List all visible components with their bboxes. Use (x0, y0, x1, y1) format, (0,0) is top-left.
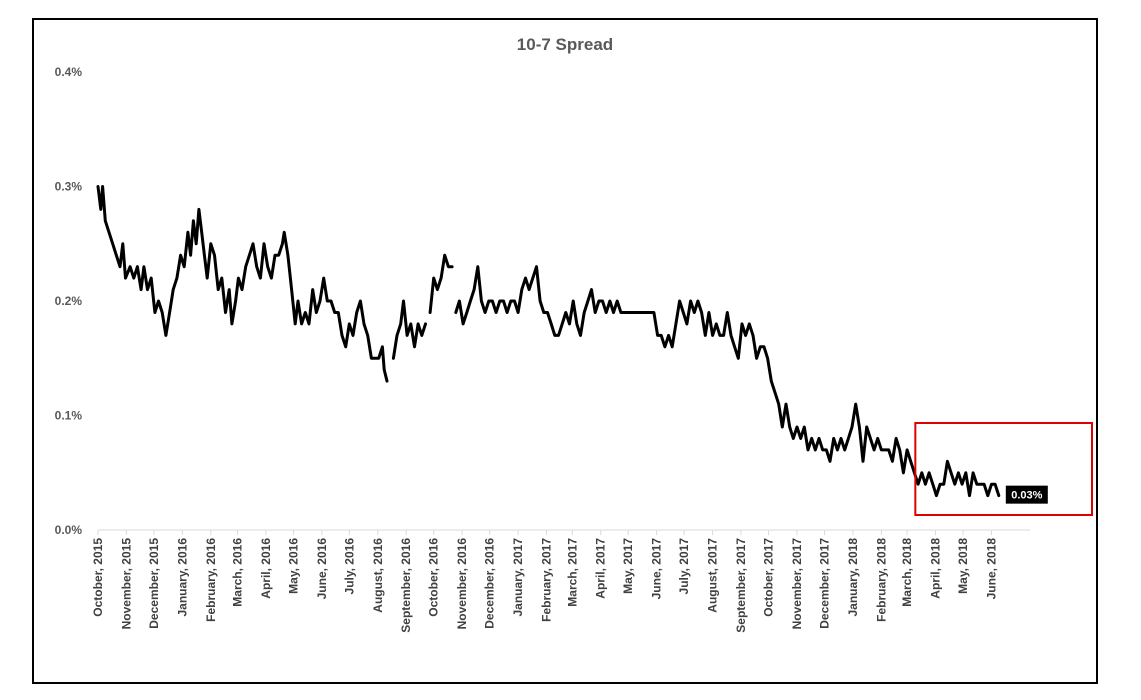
x-tick-label: February, 2017 (540, 538, 554, 622)
x-tick-label: November, 2015 (119, 538, 133, 630)
x-tick-label: August, 2016 (371, 538, 385, 613)
x-tick-label: November, 2016 (455, 538, 469, 630)
x-tick-label: October, 2016 (427, 538, 441, 617)
series-line (454, 265, 1001, 498)
x-tick-label: May, 2016 (286, 538, 300, 594)
line-chart: 10-7 Spread 0.0% 0.1% 0.2% 0.3% 0.4% October… (55, 35, 1094, 633)
chart-frame: 10-7 Spread 0.0% 0.1% 0.2% 0.3% 0.4% October… (32, 18, 1098, 684)
x-tick-label: June, 2017 (650, 538, 664, 600)
x-tick-label: January, 2018 (846, 538, 860, 617)
series-10-7-spread (96, 185, 1001, 498)
y-axis: 0.0% 0.1% 0.2% 0.3% 0.4% (55, 65, 83, 537)
x-tick-label: November, 2017 (790, 538, 804, 630)
x-tick-label: March, 2016 (230, 538, 244, 607)
x-tick-label: April, 2016 (259, 538, 273, 599)
x-tick-label: September, 2016 (399, 538, 413, 633)
y-tick-label: 0.3% (55, 180, 83, 194)
y-tick-label: 0.2% (55, 294, 83, 308)
x-tick-label: June, 2016 (315, 538, 329, 600)
x-tick-label: April, 2018 (929, 538, 943, 599)
x-tick-label: September, 2017 (734, 538, 748, 633)
x-tick-label: February, 2016 (204, 538, 218, 622)
series-line (96, 185, 389, 383)
y-tick-label: 0.4% (55, 65, 83, 79)
x-tick-label: May, 2017 (621, 538, 635, 594)
x-tick-label: April, 2017 (594, 538, 608, 599)
series-line (428, 253, 454, 314)
chart-title: 10-7 Spread (517, 35, 613, 54)
annotations: 0.03% (1005, 485, 1048, 504)
last-value-label-bg (1005, 485, 1048, 504)
x-tick-label: August, 2017 (706, 538, 720, 613)
y-tick-label: 0.1% (55, 409, 83, 423)
x-tick-label: July, 2017 (677, 538, 691, 595)
last-value-label: 0.03% (1011, 490, 1042, 502)
x-tick-label: October, 2015 (91, 538, 105, 617)
x-tick-label: May, 2018 (956, 538, 970, 594)
y-tick-label: 0.0% (55, 523, 83, 537)
x-axis: October, 2015 November, 2015 December, 201… (91, 529, 1030, 633)
series-line (391, 299, 427, 360)
x-tick-label: March, 2018 (900, 538, 914, 607)
x-tick-label: June, 2018 (984, 538, 998, 600)
x-tick-label: March, 2017 (565, 538, 579, 607)
x-tick-label: December, 2017 (818, 538, 832, 629)
x-tick-label: December, 2015 (147, 538, 161, 629)
x-tick-label: February, 2018 (874, 538, 888, 622)
x-tick-label: October, 2017 (762, 538, 776, 617)
x-tick-label: January, 2017 (511, 538, 525, 617)
highlight-box (914, 422, 1094, 516)
x-tick-label: December, 2016 (483, 538, 497, 629)
x-tick-label: July, 2016 (342, 538, 356, 595)
x-tick-label: January, 2016 (175, 538, 189, 617)
